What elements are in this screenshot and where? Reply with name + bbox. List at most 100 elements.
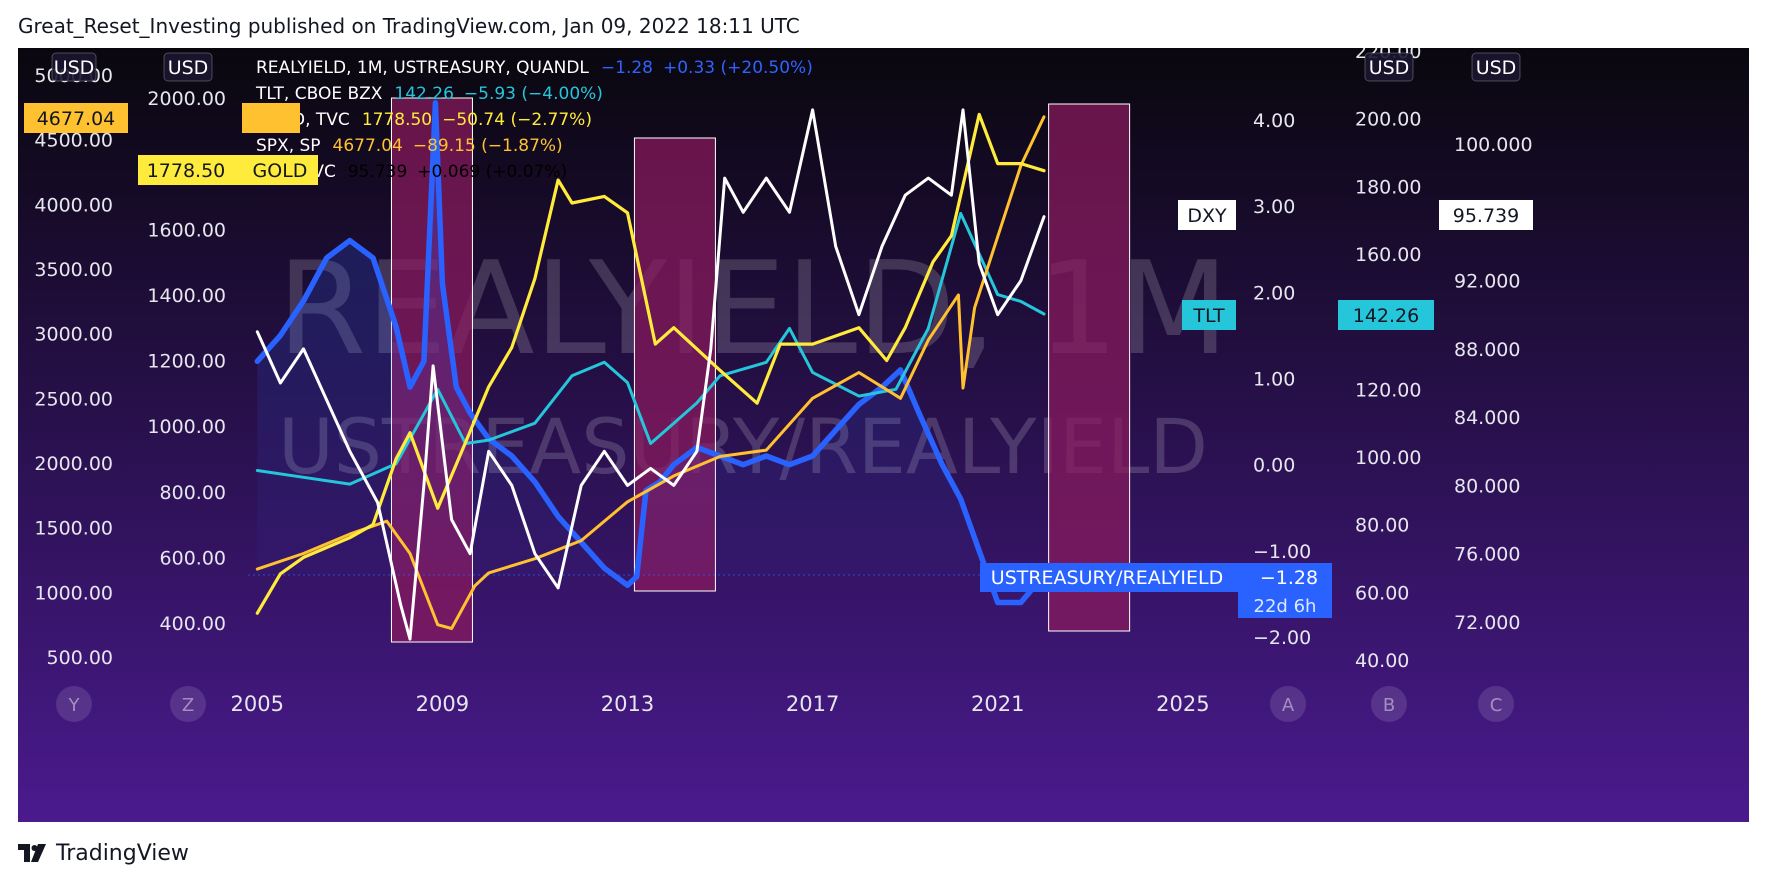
axis-b-tick: 60.00 <box>1355 582 1409 604</box>
tradingview-logo-icon <box>18 844 46 862</box>
axis-letter-y[interactable]: Y <box>56 686 92 722</box>
legend-name: TLT, CBOE BZX <box>255 84 383 104</box>
axis-b-tick: 160.00 <box>1355 244 1421 266</box>
x-axis-tick: 2021 <box>971 692 1024 716</box>
x-axis-tick: 2009 <box>416 692 469 716</box>
chart-frame[interactable]: REALYIELD, 1M USTREASURY/REALYIELD 500.0… <box>18 48 1749 822</box>
axis-a-tick: 1.00 <box>1253 369 1295 391</box>
axis-letter-y-label: Y <box>68 695 81 716</box>
legend-change: −89.15 (−1.87%) <box>413 136 563 156</box>
currency-badge-c[interactable]: USD <box>1471 52 1521 82</box>
axis-a-tick: 4.00 <box>1253 110 1295 132</box>
axis-z-tick: 1600.00 <box>147 219 226 241</box>
currency-badge-b[interactable]: USD <box>1364 52 1414 82</box>
price-tag-spx: 4677.04 <box>24 103 128 133</box>
price-tag-spx-mini <box>242 103 300 133</box>
axis-b-tick: 80.00 <box>1355 515 1409 537</box>
footer-brand-text: TradingView <box>56 840 189 866</box>
series-layer <box>248 100 1243 641</box>
series-line-gold <box>255 112 1046 615</box>
series-line-spx <box>255 115 1046 630</box>
axis-b-tick: 200.00 <box>1355 109 1421 131</box>
axis-y-tick: 4000.00 <box>34 194 113 216</box>
axis-c-tick: 76.000 <box>1454 544 1520 566</box>
legend-change: −5.93 (−4.00%) <box>464 84 603 104</box>
currency-badge-b-label: USD <box>1369 57 1410 79</box>
axis-c-tick: 92.000 <box>1454 271 1520 293</box>
series-line-dxy <box>255 108 1046 641</box>
axis-letter-a-label: A <box>1282 695 1295 716</box>
axis-y-tick: 1000.00 <box>34 582 113 604</box>
axis-letter-a[interactable]: A <box>1270 686 1306 722</box>
axis-a-tick: −1.00 <box>1253 541 1311 563</box>
chart-svg[interactable]: REALYIELD, 1M USTREASURY/REALYIELD 500.0… <box>18 48 1749 822</box>
legend-value: 1778.50 <box>362 110 432 130</box>
price-tag-realyield-value: −1.28 <box>1260 567 1318 589</box>
axis-z-tick: 1000.00 <box>147 416 226 438</box>
price-tag-countdown: 22d 6h <box>1254 596 1317 617</box>
legend-item[interactable]: TLT, CBOE BZX 142.26 −5.93 (−4.00%) <box>255 84 603 104</box>
publish-header: Great_Reset_Investing published on Tradi… <box>18 14 800 38</box>
price-tag-spx-value: 4677.04 <box>37 108 116 130</box>
highlight-period-3 <box>1048 103 1131 632</box>
currency-badge-y[interactable]: USD <box>51 52 97 82</box>
axis-c-tick: 80.000 <box>1454 475 1520 497</box>
price-tag-dxy-value: 95.739 <box>1453 205 1519 227</box>
price-tag-gold-label: GOLD <box>253 160 308 182</box>
axis-c-tick: 88.000 <box>1454 339 1520 361</box>
price-tag-dxy: DXY 95.739 <box>1178 200 1533 230</box>
axis-letter-c[interactable]: C <box>1478 686 1514 722</box>
legend-value: 95.739 <box>348 162 407 182</box>
axis-letter-c-label: C <box>1490 695 1503 716</box>
axis-letter-b-label: B <box>1383 695 1395 716</box>
axis-z-tick: 2000.00 <box>147 88 226 110</box>
legend-item[interactable]: SPX, SP 4677.04 −89.15 (−1.87%) <box>256 136 563 156</box>
price-tag-realyield: USTREASURY/REALYIELD −1.28 22d 6h <box>980 563 1332 618</box>
price-tag-tlt: TLT 142.26 <box>1182 300 1434 330</box>
legend-change: +0.069 (+0.07%) <box>417 162 567 182</box>
price-tag-gold: 1778.50 GOLD <box>138 155 318 185</box>
axis-c-tick: 100.000 <box>1454 134 1533 156</box>
axis-z-tick: 1200.00 <box>147 351 226 373</box>
legend-value: 4677.04 <box>333 136 403 156</box>
legend-item[interactable]: GOLD, TVC 1778.50 −50.74 (−2.77%) <box>256 110 592 130</box>
footer-brand[interactable]: TradingView <box>18 838 189 868</box>
legend-name: REALYIELD, 1M, USTREASURY, QUANDL <box>256 58 589 78</box>
legend-change: +0.33 (+20.50%) <box>663 58 813 78</box>
currency-badge-z-label: USD <box>168 57 209 79</box>
axis-z-tick: 400.00 <box>160 613 226 635</box>
x-axis-tick: 2017 <box>786 692 839 716</box>
legend-item[interactable]: REALYIELD, 1M, USTREASURY, QUANDL −1.28 +0… <box>256 58 813 78</box>
axis-y-tick: 3500.00 <box>34 259 113 281</box>
series-line-tlt <box>255 211 1046 486</box>
axis-y-tick: 2500.00 <box>34 388 113 410</box>
axis-letter-z[interactable]: Z <box>170 686 206 722</box>
axis-a-tick: 0.00 <box>1253 455 1295 477</box>
legend-name: SPX, SP <box>256 136 321 156</box>
axis-a-tick: 2.00 <box>1253 282 1295 304</box>
price-tag-dxy-label: DXY <box>1187 205 1227 227</box>
currency-badge-y-label: USD <box>54 57 95 79</box>
axis-z-tick: 800.00 <box>160 482 226 504</box>
price-tag-realyield-label: USTREASURY/REALYIELD <box>991 567 1223 589</box>
price-tag-tlt-label: TLT <box>1192 305 1225 327</box>
axis-z-tick: 600.00 <box>160 547 226 569</box>
axis-y-tick: 4500.00 <box>34 130 113 152</box>
axis-c-tick: 84.000 <box>1454 407 1520 429</box>
legend-value: −1.28 <box>601 58 653 78</box>
axis-y-tick: 3000.00 <box>34 324 113 346</box>
x-axis-tick: 2013 <box>601 692 654 716</box>
axis-letter-b[interactable]: B <box>1371 686 1407 722</box>
axis-c-tick: 72.000 <box>1454 612 1520 634</box>
axis-y-tick: 1500.00 <box>34 518 113 540</box>
axis-y-tick: 500.00 <box>47 647 113 669</box>
legend-change: −50.74 (−2.77%) <box>442 110 592 130</box>
axes-layer: 500.00 1000.00 1500.00 2000.00 2500.00 3000.0… <box>34 48 1532 716</box>
price-tag-tlt-value: 142.26 <box>1353 305 1419 327</box>
currency-badge-z[interactable]: USD <box>163 52 213 82</box>
axis-letter-z-label: Z <box>182 695 194 716</box>
axis-a-tick: −2.00 <box>1253 627 1311 649</box>
legend-value: 142.26 <box>394 84 453 104</box>
axis-a-tick: 3.00 <box>1253 196 1295 218</box>
series-area-realyield <box>257 102 1044 603</box>
